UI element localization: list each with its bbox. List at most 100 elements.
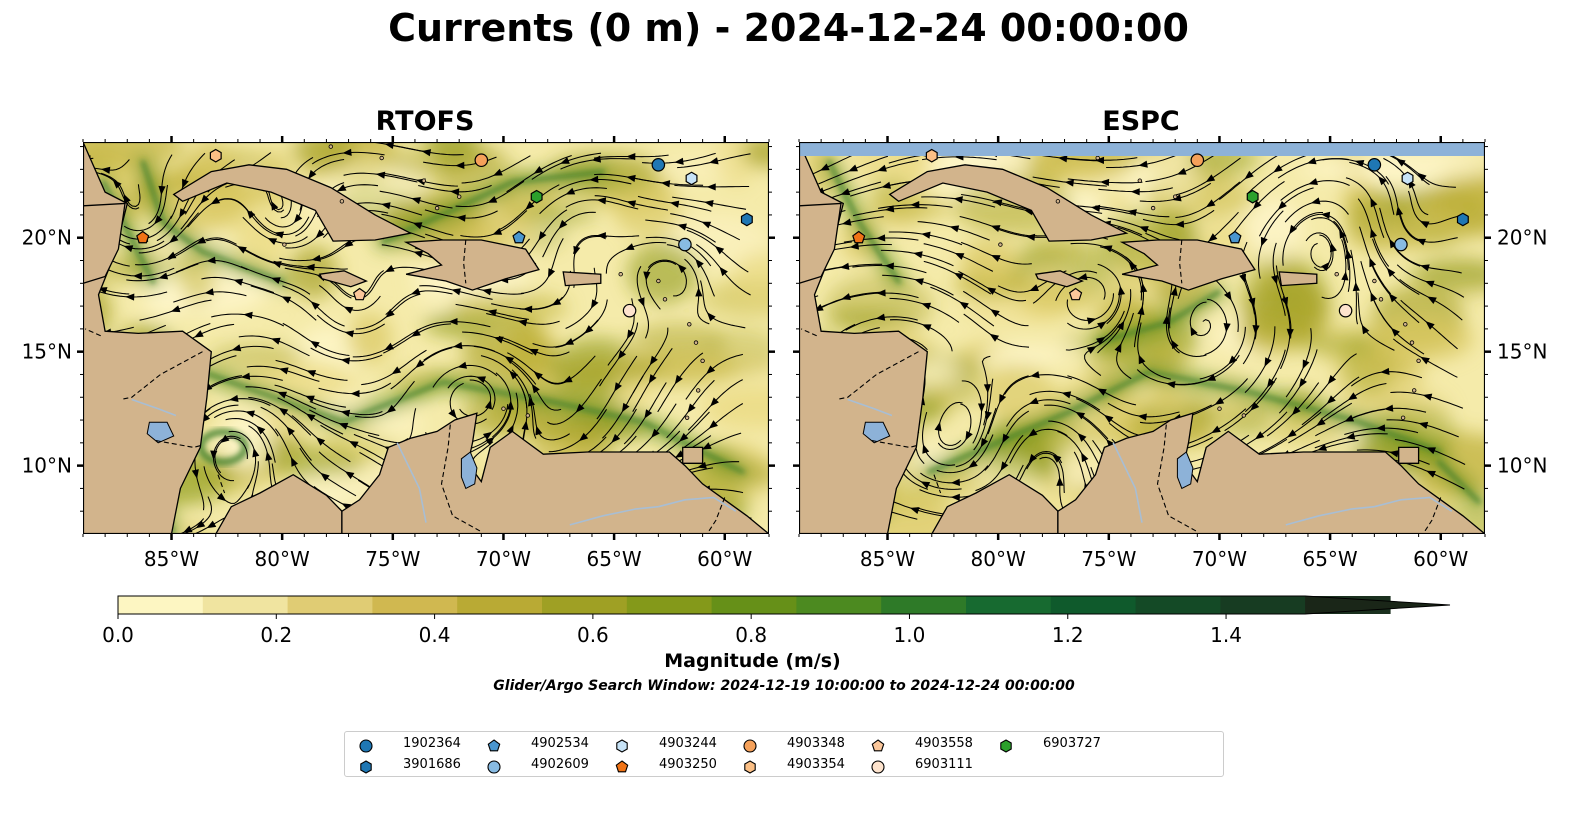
land-trinidad xyxy=(1398,446,1420,464)
lat-tick-label: 20°N xyxy=(1497,226,1547,250)
colorbar-bin xyxy=(287,596,373,614)
legend-label: 1902364 xyxy=(403,736,461,751)
colorbar-tick-label: 1.0 xyxy=(894,623,926,647)
map-panel-espc xyxy=(799,142,1485,534)
colorbar-tick-label: 0.6 xyxy=(577,623,609,647)
lon-tick-label: 60°W xyxy=(1413,547,1468,571)
float-legend: 1902364 3901686 4902534 4902609 4903244 49032… xyxy=(344,731,1224,777)
float-marker-6903111 xyxy=(1338,303,1353,318)
legend-label: 4902534 xyxy=(531,736,589,751)
hexagon-marker-icon xyxy=(744,760,756,774)
float-marker-4902609 xyxy=(1394,237,1408,252)
search-window-text: Glider/Argo Search Window: 2024-12-19 10… xyxy=(493,678,1075,694)
float-marker-4903558 xyxy=(353,287,367,301)
colorbar-tick-label: 0.0 xyxy=(102,623,134,647)
map-axes: 85°W 80°W 75°W 70°W 65°W 60°W 85°W 80°W 75°W 70°W… xyxy=(22,136,1547,571)
legend-label: 3901686 xyxy=(403,757,461,772)
land-jamaica xyxy=(1034,270,1085,288)
float-marker-4903348 xyxy=(1190,153,1205,168)
legend-label: 4903244 xyxy=(659,736,717,751)
colorbar-bin xyxy=(1135,596,1221,614)
legend-label: 4903250 xyxy=(659,757,717,772)
colorbar-tick-label: 0.4 xyxy=(419,623,451,647)
hexagon-marker-icon xyxy=(1000,739,1012,753)
pentagon-marker-icon xyxy=(487,739,501,752)
colorbar-bin xyxy=(796,596,882,614)
land-hispaniola xyxy=(403,239,540,291)
land-puerto-rico xyxy=(1278,271,1318,287)
colorbar-extend-arrow xyxy=(1305,596,1450,614)
lon-tick-label: 80°W xyxy=(255,547,310,571)
lake-nicaragua xyxy=(862,421,891,444)
colorbar-bin xyxy=(118,596,204,614)
float-marker-4903250 xyxy=(852,230,866,244)
land-cuba xyxy=(888,164,1129,242)
lake-maracaibo xyxy=(1176,451,1194,490)
lon-tick-label: 80°W xyxy=(971,547,1026,571)
colorbar-bin xyxy=(626,596,713,614)
colorbar-label: Magnitude (m/s) xyxy=(664,650,841,672)
lon-tick-label: 85°W xyxy=(144,547,199,571)
pentagon-marker-icon xyxy=(615,760,629,773)
legend-label: 6903111 xyxy=(915,757,973,772)
float-marker-1902364 xyxy=(1367,157,1382,172)
float-marker-4903354 xyxy=(925,148,938,163)
colorbar-tick-label: 0.8 xyxy=(735,623,767,647)
pentagon-marker-icon xyxy=(871,739,885,752)
float-marker-4903250 xyxy=(136,230,150,244)
float-marker-4903354 xyxy=(209,148,222,163)
circle-marker-icon xyxy=(359,739,373,753)
land-hispaniola xyxy=(1119,239,1256,291)
lat-tick-label: 15°N xyxy=(1497,340,1547,364)
colorbar-tick-label: 1.4 xyxy=(1210,623,1242,647)
lon-tick-label: 75°W xyxy=(365,547,420,571)
circle-marker-icon xyxy=(871,760,885,774)
lon-tick-label: 60°W xyxy=(697,547,752,571)
lat-tick-label: 20°N xyxy=(22,226,72,250)
colorbar-bin xyxy=(881,596,967,614)
colorbar: 0.0 0.2 0.4 0.6 0.8 1.0 1.2 1.4 xyxy=(102,595,1451,647)
lon-tick-label: 75°W xyxy=(1081,547,1136,571)
legend-label: 4902609 xyxy=(531,757,589,772)
page-title: Currents (0 m) - 2024-12-24 00:00:00 xyxy=(388,6,1189,50)
legend-label: 6903727 xyxy=(1043,736,1101,751)
lon-tick-label: 70°W xyxy=(1192,547,1247,571)
colorbar-bin xyxy=(202,596,289,614)
panel-title-rtofs: RTOFS xyxy=(375,106,475,137)
land-yucatan xyxy=(83,202,126,284)
map-panel-rtofs xyxy=(83,142,769,534)
land-jamaica xyxy=(318,270,369,288)
colorbar-bin xyxy=(372,596,458,614)
land-trinidad xyxy=(682,446,704,464)
colorbar-bin xyxy=(966,596,1052,614)
float-marker-4902534 xyxy=(1228,230,1242,244)
float-marker-4902534 xyxy=(512,230,526,244)
circle-marker-icon xyxy=(743,739,757,753)
circle-marker-icon xyxy=(487,760,501,774)
no-data-band xyxy=(799,142,1485,156)
legend-label: 4903354 xyxy=(787,757,845,772)
legend-label: 4903348 xyxy=(787,736,845,751)
float-marker-4903558 xyxy=(1069,287,1083,301)
float-marker-6903111 xyxy=(622,303,637,318)
float-marker-6903727 xyxy=(530,189,543,204)
lon-tick-label: 65°W xyxy=(1302,547,1357,571)
float-marker-4902609 xyxy=(678,237,692,252)
lon-tick-label: 70°W xyxy=(476,547,531,571)
float-marker-6903727 xyxy=(1246,189,1259,204)
colorbar-bin xyxy=(1050,596,1137,614)
float-marker-1902364 xyxy=(651,157,666,172)
panel-title-espc: ESPC xyxy=(1102,106,1180,137)
hexagon-marker-icon xyxy=(616,739,628,753)
colorbar-tick-label: 1.2 xyxy=(1052,623,1084,647)
lake-maracaibo xyxy=(460,451,478,490)
colorbar-tick-label: 0.2 xyxy=(260,623,292,647)
legend-label: 4903558 xyxy=(915,736,973,751)
float-marker-3901686 xyxy=(740,212,753,227)
land-yucatan xyxy=(799,202,842,284)
colorbar-bin xyxy=(1220,596,1306,614)
colorbar-bin xyxy=(457,596,543,614)
colorbar-bin xyxy=(711,596,797,614)
float-marker-4903348 xyxy=(474,153,489,168)
lat-tick-label: 15°N xyxy=(22,340,72,364)
